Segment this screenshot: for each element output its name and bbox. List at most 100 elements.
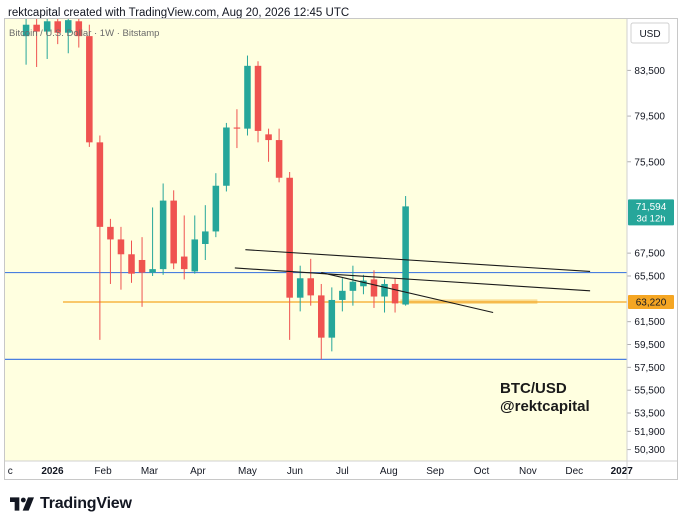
horizontal-lines-layer	[5, 271, 627, 360]
price-badge-countdown: 3d 12h	[636, 213, 665, 224]
price-badge-value: 63,220	[636, 298, 667, 309]
candle-body	[191, 239, 199, 272]
trendlines-layer	[234, 249, 591, 314]
candle-body	[43, 21, 51, 32]
candle-body	[402, 206, 409, 305]
candle-body	[107, 226, 114, 240]
trendline-0	[245, 249, 591, 272]
candle-4	[64, 19, 72, 54]
candle-body	[318, 295, 325, 338]
candle-body	[202, 231, 209, 244]
price-axis[interactable]	[627, 19, 677, 461]
candle-body	[159, 200, 167, 270]
candle-27	[307, 258, 314, 306]
candle-25	[286, 172, 293, 340]
price-badge-bg	[628, 295, 674, 310]
chart-legend: Bitcoin / U.S. Dollar · 1W · Bitstamp	[9, 28, 160, 39]
trendline-2	[321, 272, 494, 314]
x-tick-label: Aug	[380, 466, 398, 477]
x-tick-label: Feb	[94, 466, 112, 477]
candle-23	[265, 128, 272, 162]
candle-28	[318, 283, 325, 360]
candle-0	[22, 19, 30, 65]
candle-body	[64, 20, 72, 33]
candle-9	[117, 226, 125, 290]
candle-7	[96, 135, 104, 340]
y-tick-label: 53,500	[634, 409, 665, 420]
plot-background	[5, 19, 627, 461]
watermark-symbol: BTC/USD	[500, 380, 567, 397]
watermark-handle: @rektcapital	[500, 398, 590, 415]
y-tick-label: 83,500	[634, 66, 665, 77]
time-axis[interactable]	[5, 461, 677, 479]
candle-12	[149, 207, 156, 276]
candle-body	[275, 140, 283, 178]
currency-label: USD	[639, 29, 660, 40]
candle-body	[339, 290, 346, 300]
y-tick-label: 55,500	[634, 386, 665, 397]
candle-body	[360, 280, 367, 287]
footer-brand: TradingView	[40, 495, 132, 512]
candle-10	[128, 240, 135, 283]
candle-body	[86, 36, 93, 143]
candle-24	[275, 128, 283, 183]
candle-13	[159, 183, 167, 275]
candle-body	[296, 278, 304, 298]
x-tick-label: c	[8, 466, 13, 477]
candle-15	[180, 215, 188, 280]
x-tick-label: Apr	[190, 466, 206, 477]
candle-17	[202, 205, 209, 260]
candle-body	[307, 278, 314, 296]
candle-body	[391, 283, 399, 304]
candle-body	[244, 65, 251, 129]
trendline-1	[234, 267, 591, 292]
x-tick-label: Dec	[565, 466, 583, 477]
candle-body	[128, 254, 135, 274]
candle-5	[75, 19, 83, 48]
candle-14	[170, 190, 177, 270]
y-ticks-layer: 83,500 79,500 75,500 67,500 65,500 61,500 59,5…	[627, 66, 665, 456]
price-badge-bg	[628, 199, 674, 226]
x-tick-label: Nov	[519, 466, 537, 477]
candle-22	[254, 61, 262, 143]
y-tick-label: 75,500	[634, 157, 665, 168]
candles-layer	[22, 19, 409, 360]
y-tick-label: 51,900	[634, 427, 665, 438]
chart-header: rektcapital created with TradingView.com…	[8, 7, 350, 19]
y-tick-label: 67,500	[634, 249, 665, 260]
x-tick-label: 2026	[41, 466, 64, 477]
candle-body	[96, 142, 104, 227]
candle-29	[328, 287, 336, 352]
candle-1	[33, 19, 40, 67]
candle-body	[33, 24, 40, 32]
candle-body	[370, 279, 378, 297]
candle-8	[107, 218, 114, 284]
candle-6	[86, 24, 93, 147]
candle-body	[54, 21, 61, 33]
x-tick-label: Sep	[426, 466, 444, 477]
x-tick-label: May	[238, 466, 257, 477]
candle-body	[180, 256, 188, 270]
candle-36	[402, 196, 409, 306]
candle-body	[381, 283, 388, 297]
y-tick-label: 65,500	[634, 271, 665, 282]
candle-body	[75, 21, 83, 37]
x-tick-label: Mar	[141, 466, 159, 477]
candle-body	[328, 299, 336, 338]
x-tick-label: 2027	[611, 466, 634, 477]
x-ticks-layer: c 2026 Feb Mar Apr May Jun Jul Aug Sep Oct Nov Dec 20…	[8, 466, 634, 477]
footer-logo[interactable]: TradingView	[10, 494, 132, 514]
price-badge-value: 71,594	[636, 202, 667, 213]
candle-body	[170, 200, 177, 264]
candle-body	[349, 281, 357, 291]
chart-frame	[4, 18, 678, 480]
candle-11	[138, 237, 146, 307]
currency-label-box[interactable]	[630, 22, 670, 44]
candle-body	[212, 185, 220, 232]
candle-body	[117, 239, 125, 255]
candle-3	[54, 19, 61, 45]
y-tick-label: 61,500	[634, 317, 665, 328]
